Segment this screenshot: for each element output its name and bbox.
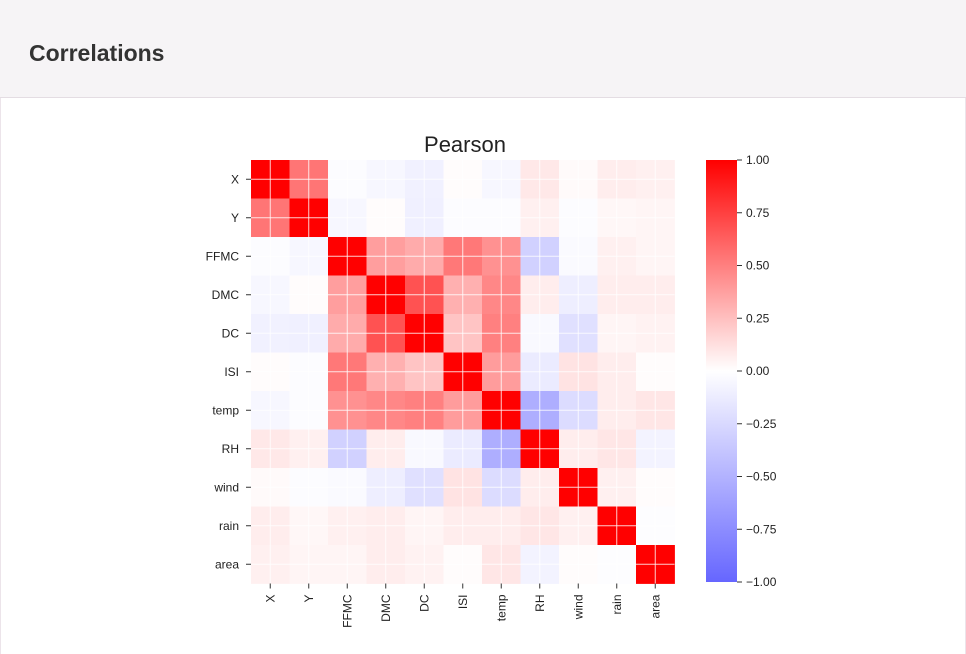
colorbar-tick-label: 0.50 [746, 259, 770, 273]
x-tick-label: temp [494, 594, 508, 621]
colorbar-tick-label: 0.00 [746, 364, 770, 378]
x-tick-label: DC [417, 594, 431, 612]
colorbar-tick-label: 0.25 [746, 311, 770, 325]
colorbar-tick-label: 0.75 [746, 206, 770, 220]
x-axis-labels: X Y FFMC DMC DC ISI temp RH wind rain area [263, 583, 662, 628]
x-tick-label: DMC [379, 594, 393, 622]
x-tick-label: Y [302, 595, 316, 603]
y-tick-label: X [231, 172, 239, 186]
page-title: Correlations [29, 40, 165, 66]
x-tick-label: area [648, 594, 662, 618]
x-tick-label: RH [533, 595, 547, 612]
x-tick-label: wind [571, 595, 585, 621]
x-tick-label: ISI [456, 595, 470, 610]
colorbar-tick-label: 1.00 [746, 153, 770, 167]
x-tick-label: FFMC [340, 594, 354, 628]
colorbar [706, 160, 737, 582]
page-header: Correlations [0, 0, 966, 98]
colorbar-tick-label: −0.25 [746, 417, 777, 431]
chart-title: Pearson [424, 132, 506, 157]
x-tick-label: rain [610, 595, 624, 615]
y-tick-label: rain [219, 519, 239, 533]
chart-panel: Pearson X Y FFMC DMC DC ISI temp RH wind rain area… [0, 98, 966, 654]
y-tick-label: area [215, 557, 239, 571]
x-tick-label: X [263, 595, 277, 603]
y-tick-label: RH [222, 442, 239, 456]
colorbar-tick-label: −0.75 [746, 522, 777, 536]
correlation-heatmap: Pearson X Y FFMC DMC DC ISI temp RH wind rain area… [206, 132, 777, 628]
colorbar-tick-label: −0.50 [746, 470, 777, 484]
y-tick-label: ISI [224, 365, 239, 379]
y-tick-label: wind [213, 480, 239, 494]
colorbar-ticks: 1.00 0.75 0.50 0.25 0.00 −0.25 −0.50 −0.75 −1.00 [737, 153, 777, 589]
y-tick-label: DMC [212, 288, 240, 302]
y-tick-label: Y [231, 211, 239, 225]
y-tick-label: DC [222, 326, 240, 340]
heatmap-gridlines [251, 160, 675, 584]
y-axis-labels: X Y FFMC DMC DC ISI temp RH wind rain area [206, 172, 251, 571]
colorbar-tick-label: −1.00 [746, 575, 777, 589]
y-tick-label: FFMC [206, 249, 240, 263]
y-tick-label: temp [212, 403, 239, 417]
